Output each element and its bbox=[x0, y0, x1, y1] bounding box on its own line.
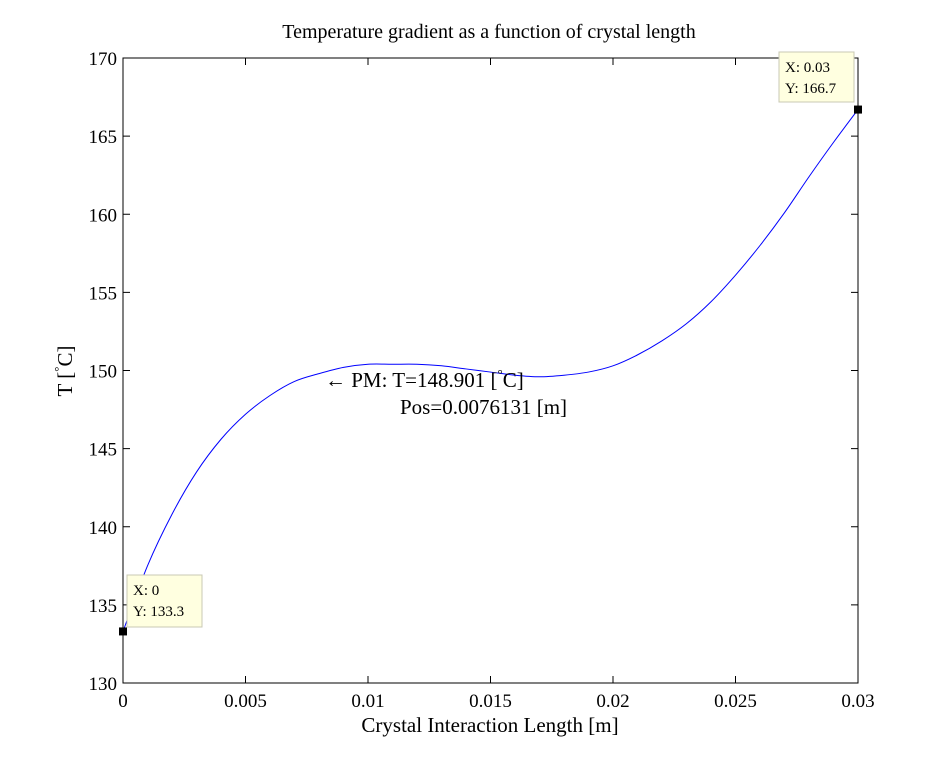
y-tick-label: 145 bbox=[89, 440, 118, 461]
datatip-marker[interactable] bbox=[854, 105, 862, 114]
pm-annotation-arrow: ← bbox=[325, 368, 346, 392]
pm-annotation-line1-suffix: C] bbox=[503, 368, 524, 392]
y-tick-label: 170 bbox=[89, 49, 118, 70]
datatip-y-label: Y: 166.7 bbox=[785, 81, 837, 97]
y-axis-label-prefix: T [ bbox=[53, 372, 77, 397]
x-tick-label: 0.03 bbox=[841, 691, 874, 712]
datatip-box bbox=[778, 51, 855, 103]
x-axis-ticks: 0 0.005 0.01 0.015 0.02 0.025 0.03 bbox=[118, 58, 875, 712]
y-axis-label-suffix: C] bbox=[53, 346, 77, 367]
pm-annotation-line1-prefix: PM: T=148.901 [ bbox=[351, 368, 497, 392]
x-axis-label: Crystal Interaction Length [m] bbox=[361, 713, 618, 737]
y-tick-label: 155 bbox=[89, 283, 118, 304]
y-axis-label-degree: ° bbox=[51, 367, 66, 372]
datatip[interactable]: X: 0.03 Y: 166.7 bbox=[778, 51, 862, 114]
datatips: X: 0 Y: 133.3 X: 0.03 Y: 166.7 bbox=[119, 51, 862, 636]
y-axis-label: T [°C] bbox=[51, 346, 77, 397]
chart-title: Temperature gradient as a function of cr… bbox=[282, 21, 695, 43]
pm-annotation-line2: Pos=0.0076131 [m] bbox=[400, 395, 567, 419]
pm-annotation-degree: ° bbox=[497, 366, 502, 381]
x-tick-label: 0.015 bbox=[469, 691, 512, 712]
datatip-box bbox=[126, 574, 203, 628]
datatip-marker[interactable] bbox=[119, 627, 127, 636]
y-tick-label: 140 bbox=[89, 518, 118, 539]
y-axis-ticks: 130 135 140 145 150 155 160 165 170 bbox=[89, 49, 858, 695]
temperature-curve bbox=[122, 109, 859, 632]
y-tick-label: 150 bbox=[89, 362, 118, 383]
x-tick-label: 0.01 bbox=[351, 691, 384, 712]
svg-text:← PM: T=148.901 [°C]: ← PM: T=148.901 [°C] bbox=[325, 366, 524, 392]
x-tick-label: 0.025 bbox=[714, 691, 757, 712]
svg-text:T [°C]: T [°C] bbox=[51, 346, 77, 397]
plot-area bbox=[122, 57, 859, 684]
x-tick-label: 0.02 bbox=[596, 691, 629, 712]
y-tick-label: 130 bbox=[89, 674, 118, 695]
y-tick-label: 160 bbox=[89, 205, 118, 226]
x-tick-label: 0 bbox=[118, 691, 128, 712]
y-tick-label: 165 bbox=[89, 127, 118, 148]
pm-annotation: ← PM: T=148.901 [°C] Pos=0.0076131 [m] bbox=[325, 366, 567, 419]
datatip-y-label: Y: 133.3 bbox=[133, 604, 184, 620]
datatip-x-label: X: 0 bbox=[133, 583, 159, 599]
datatip[interactable]: X: 0 Y: 133.3 bbox=[119, 574, 203, 636]
y-tick-label: 135 bbox=[89, 596, 118, 617]
datatip-x-label: X: 0.03 bbox=[785, 60, 830, 76]
x-tick-label: 0.005 bbox=[224, 691, 267, 712]
